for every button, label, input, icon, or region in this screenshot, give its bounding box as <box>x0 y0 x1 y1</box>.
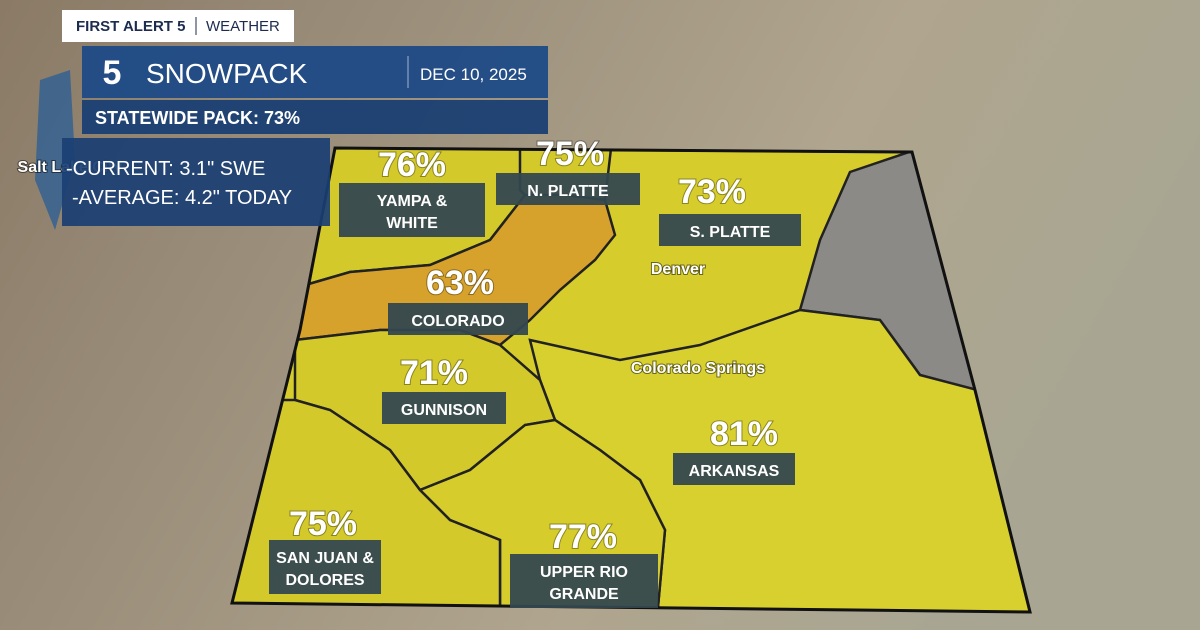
basin-labels: YAMPA & WHITE 76% N. PLATTE 75% S. PLATTE 73% C… <box>269 134 801 608</box>
basin-label-box <box>339 183 485 237</box>
basin-label-box <box>269 540 381 594</box>
basin-label-box <box>510 554 658 608</box>
city-label: Colorado Springs <box>631 360 765 377</box>
title: SNOWPACK <box>146 58 308 89</box>
basin-label-box <box>673 453 795 485</box>
basin-name: SAN JUAN & <box>276 550 374 567</box>
basin-name: UPPER RIO <box>540 564 628 581</box>
basin-name: WHITE <box>386 215 438 232</box>
section: WEATHER <box>206 18 280 35</box>
basin-percent: 77% <box>549 518 617 556</box>
basin-name: ARKANSAS <box>689 463 780 480</box>
swe-box <box>62 138 330 226</box>
basin-name: S. PLATTE <box>690 224 771 241</box>
current-swe: -CURRENT: 3.1" SWE <box>66 158 265 180</box>
average-swe: -AVERAGE: 4.2" TODAY <box>72 187 292 209</box>
basin-name: DOLORES <box>285 572 364 589</box>
basin-percent: 73% <box>678 173 746 211</box>
basin-name: YAMPA & <box>377 193 448 210</box>
date: DEC 10, 2025 <box>420 65 527 84</box>
basin-percent: 76% <box>378 146 446 184</box>
basin-percent: 81% <box>710 415 778 453</box>
state-outline <box>230 146 1032 614</box>
basin-label-box <box>659 214 801 246</box>
brand-bar <box>62 10 294 42</box>
basin-name: GUNNISON <box>401 402 487 419</box>
basin-percent: 75% <box>536 135 604 173</box>
logo: 5 <box>103 54 122 92</box>
statewide-bar <box>82 100 548 134</box>
brand: FIRST ALERT 5 <box>76 18 185 35</box>
basin-label-box <box>382 392 506 424</box>
title-bar <box>82 46 548 98</box>
basin-label-box <box>496 173 640 205</box>
basin-percent: 75% <box>289 505 357 543</box>
basin-name: GRANDE <box>549 586 619 603</box>
basin-percent: 63% <box>426 264 494 302</box>
basin-percent: 71% <box>400 354 468 392</box>
city-label: Denver <box>651 261 705 278</box>
basin-name: N. PLATTE <box>527 183 609 200</box>
basin-name: COLORADO <box>411 313 504 330</box>
basin-label-box <box>388 303 528 335</box>
statewide: STATEWIDE PACK: 73% <box>95 108 300 128</box>
